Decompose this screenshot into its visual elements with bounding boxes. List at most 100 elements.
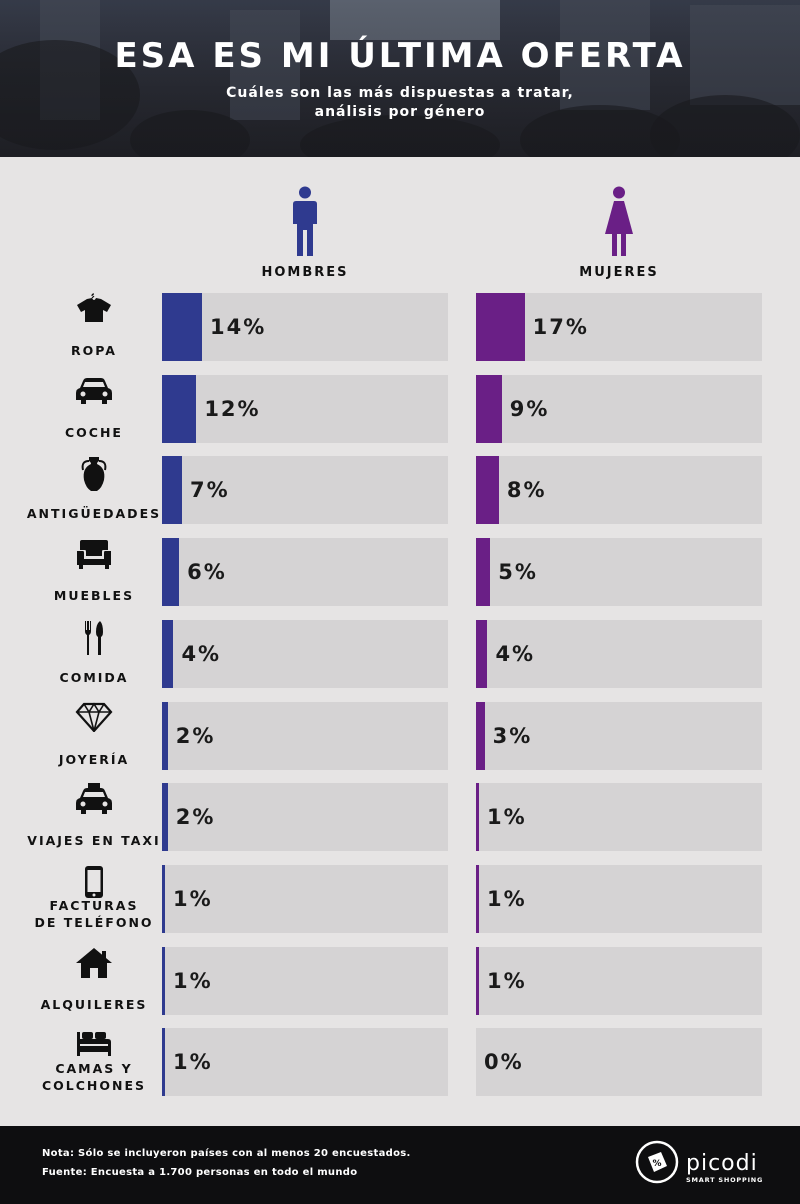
picodi-logo-icon: % bbox=[635, 1140, 679, 1184]
value-label-mujeres-muebles: 5% bbox=[498, 560, 538, 584]
shirt-icon bbox=[75, 293, 113, 327]
value-label-hombres-coche: 12% bbox=[204, 397, 261, 421]
bar-track-hombres-coche: 12% bbox=[162, 375, 448, 443]
bar-hombres-muebles bbox=[162, 538, 180, 606]
bar-hombres-coche bbox=[162, 375, 197, 443]
category-comida: COMIDA bbox=[20, 620, 168, 688]
page-subtitle: Cuáles son las más dispuestas a tratar, … bbox=[180, 84, 620, 122]
value-label-hombres-alquileres: 1% bbox=[173, 969, 213, 993]
bar-track-hombres-camas-y-colchones: 1% bbox=[162, 1028, 448, 1096]
phone-icon bbox=[83, 865, 105, 903]
bar-track-hombres-alquileres: 1% bbox=[162, 947, 448, 1015]
bar-hombres-ropa bbox=[162, 293, 203, 361]
category-label: CAMAS Y COLCHONES bbox=[20, 1060, 168, 1094]
category-label: ALQUILERES bbox=[20, 996, 168, 1013]
bar-hombres-joyeria bbox=[162, 702, 168, 770]
taxi-icon bbox=[74, 783, 114, 819]
value-label-mujeres-alquileres: 1% bbox=[487, 969, 527, 993]
value-label-mujeres-coche: 9% bbox=[509, 397, 550, 421]
category-label-line: VIAJES EN TAXI bbox=[27, 833, 161, 848]
house-icon bbox=[75, 947, 113, 983]
category-coche: COCHE bbox=[20, 375, 168, 443]
column-header-women: MUJERES bbox=[579, 265, 659, 280]
bar-mujeres-comida bbox=[476, 620, 488, 688]
woman-icon bbox=[605, 186, 633, 256]
bar-track-mujeres-ropa: 17% bbox=[476, 293, 762, 361]
bar-mujeres-coche bbox=[476, 375, 502, 443]
bar-track-hombres-viajes-en-taxi: 2% bbox=[162, 783, 448, 851]
bar-mujeres-viajes-en-taxi bbox=[476, 783, 479, 851]
bar-track-hombres-ropa: 14% bbox=[162, 293, 448, 361]
value-label-hombres-antiguedades: 7% bbox=[190, 478, 230, 502]
category-ropa: ROPA bbox=[20, 293, 168, 361]
bar-mujeres-antiguedades bbox=[476, 456, 499, 524]
category-alquileres: ALQUILERES bbox=[20, 947, 168, 1015]
page-title: ESA ES MI ÚLTIMA OFERTA bbox=[114, 36, 686, 76]
value-label-mujeres-joyeria: 3% bbox=[492, 724, 533, 748]
category-muebles: MUEBLES bbox=[20, 538, 168, 606]
category-camas-y-colchones: CAMAS Y COLCHONES bbox=[20, 1028, 168, 1096]
column-header-men: HOMBRES bbox=[261, 265, 349, 280]
bar-mujeres-alquileres bbox=[476, 947, 479, 1015]
bar-hombres-alquileres bbox=[162, 947, 165, 1015]
category-label-line: COMIDA bbox=[59, 670, 129, 685]
diamond-icon bbox=[75, 702, 113, 736]
value-label-mujeres-antiguedades: 8% bbox=[506, 478, 547, 502]
bar-track-hombres-joyeria: 2% bbox=[162, 702, 448, 770]
value-label-mujeres-facturas-de-telefono: 1% bbox=[487, 887, 527, 911]
category-facturas-de-telefono: FACTURAS DE TELÉFONO bbox=[20, 865, 168, 933]
bar-mujeres-joyeria bbox=[476, 702, 485, 770]
cutlery-icon bbox=[83, 620, 105, 660]
category-label: MUEBLES bbox=[20, 587, 168, 604]
bar-track-mujeres-camas-y-colchones: 0% bbox=[476, 1028, 762, 1096]
bar-hombres-comida bbox=[162, 620, 174, 688]
category-label: ANTIGÜEDADES bbox=[20, 505, 168, 522]
category-label-line: MUEBLES bbox=[53, 588, 135, 603]
category-label: JOYERÍA bbox=[20, 751, 168, 768]
subtitle-line-1: Cuáles son las más dispuestas a tratar, bbox=[226, 85, 574, 101]
category-label-line: ANTIGÜEDADES bbox=[26, 506, 162, 521]
header-banner: ESA ES MI ÚLTIMA OFERTA Cuáles son las m… bbox=[0, 0, 800, 157]
category-label: COMIDA bbox=[20, 669, 168, 686]
bar-track-mujeres-antiguedades: 8% bbox=[476, 456, 762, 524]
value-label-hombres-comida: 4% bbox=[181, 642, 222, 666]
bar-hombres-antiguedades bbox=[162, 456, 183, 524]
category-label-line: JOYERÍA bbox=[58, 752, 130, 767]
svg-text:%: % bbox=[652, 1159, 661, 1169]
bar-track-hombres-facturas-de-telefono: 1% bbox=[162, 865, 448, 933]
brand-name: picodi bbox=[686, 1151, 758, 1176]
category-joyeria: JOYERÍA bbox=[20, 702, 168, 770]
value-label-mujeres-viajes-en-taxi: 1% bbox=[487, 805, 527, 829]
bar-track-mujeres-comida: 4% bbox=[476, 620, 762, 688]
value-label-mujeres-camas-y-colchones: 0% bbox=[484, 1050, 524, 1074]
bar-track-hombres-muebles: 6% bbox=[162, 538, 448, 606]
bar-hombres-facturas-de-telefono bbox=[162, 865, 165, 933]
category-antiguedades: ANTIGÜEDADES bbox=[20, 456, 168, 524]
value-label-hombres-camas-y-colchones: 1% bbox=[173, 1050, 213, 1074]
bed-icon bbox=[74, 1028, 114, 1062]
footer-note: Nota: Sólo se incluyeron países con al m… bbox=[42, 1148, 411, 1159]
footer-source: Fuente: Encuesta a 1.700 personas en tod… bbox=[42, 1167, 358, 1178]
bar-mujeres-ropa bbox=[476, 293, 525, 361]
bar-mujeres-muebles bbox=[476, 538, 491, 606]
bar-mujeres-facturas-de-telefono bbox=[476, 865, 479, 933]
value-label-mujeres-comida: 4% bbox=[495, 642, 536, 666]
bar-track-mujeres-coche: 9% bbox=[476, 375, 762, 443]
bar-track-hombres-comida: 4% bbox=[162, 620, 448, 688]
category-label-line: ROPA bbox=[71, 343, 117, 358]
value-label-hombres-viajes-en-taxi: 2% bbox=[175, 805, 216, 829]
category-label: ROPA bbox=[20, 342, 168, 359]
category-label: FACTURAS DE TELÉFONO bbox=[20, 897, 168, 931]
category-label: VIAJES EN TAXI bbox=[20, 832, 168, 849]
bar-track-mujeres-joyeria: 3% bbox=[476, 702, 762, 770]
bar-track-mujeres-alquileres: 1% bbox=[476, 947, 762, 1015]
armchair-icon bbox=[75, 538, 113, 574]
value-label-hombres-muebles: 6% bbox=[187, 560, 227, 584]
category-viajes-en-taxi: VIAJES EN TAXI bbox=[20, 783, 168, 851]
category-label: COCHE bbox=[20, 424, 168, 441]
category-label-line: FACTURAS bbox=[49, 898, 139, 913]
car-icon bbox=[74, 375, 114, 409]
category-label-line: CAMAS Y bbox=[55, 1061, 133, 1076]
category-label-line: COLCHONES bbox=[41, 1078, 147, 1093]
